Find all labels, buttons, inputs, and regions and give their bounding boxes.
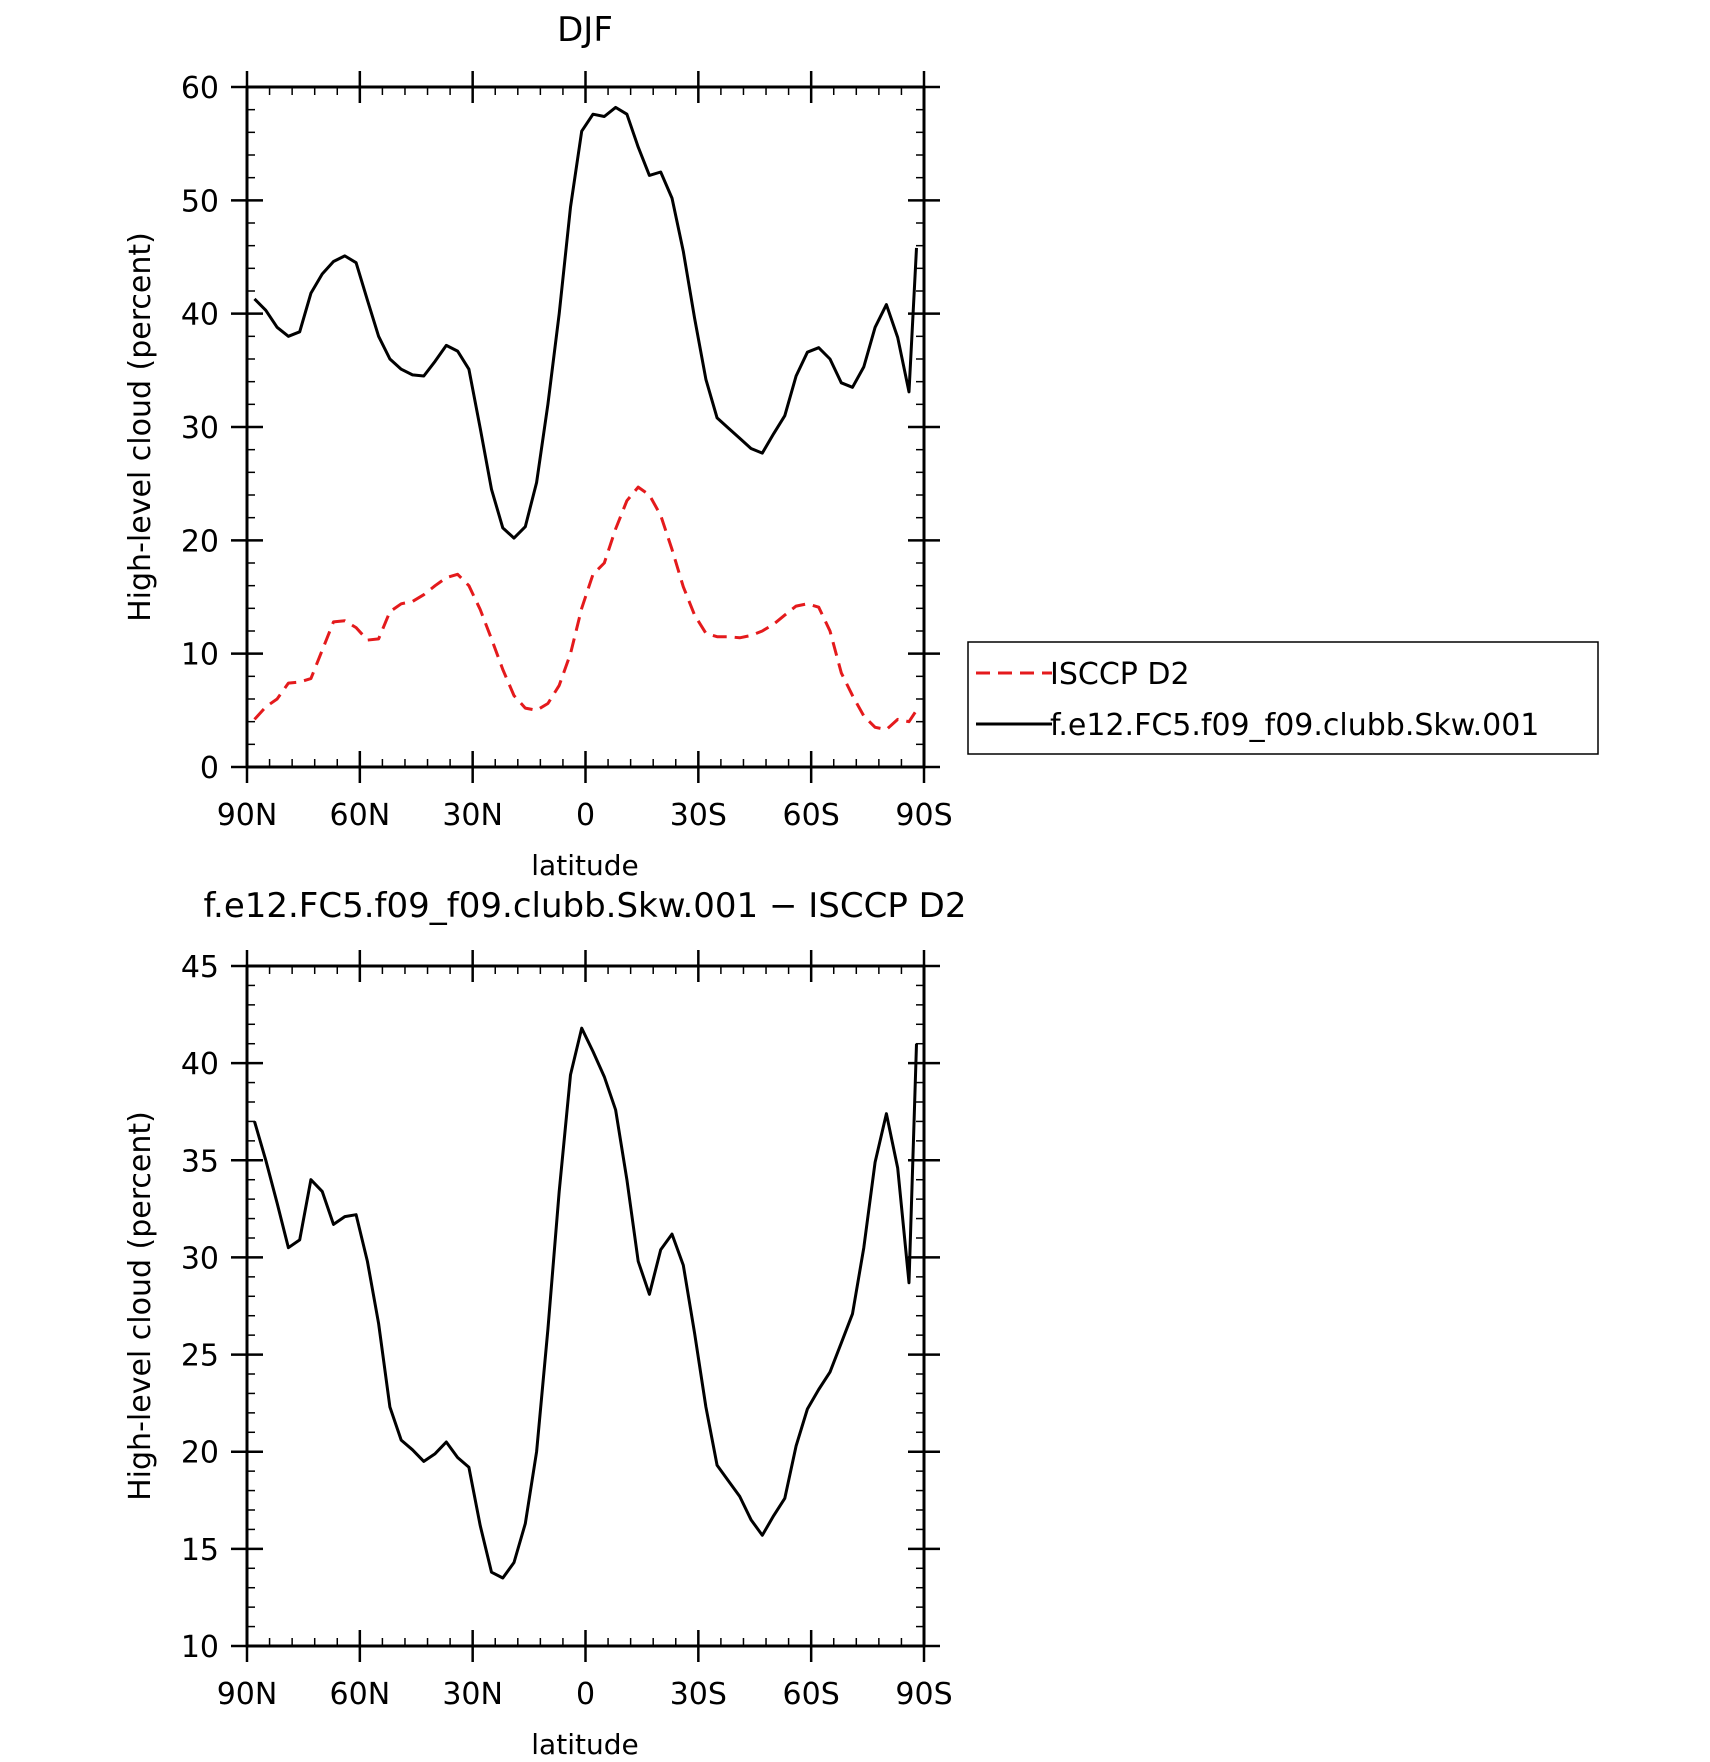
bottom-chart-title: f.e12.FC5.f09_f09.clubb.Skw.001 − ISCCP …: [204, 886, 967, 926]
top-series-line-f-e12-fc5-f09-f09-clubb-skw-001: [253, 105, 918, 540]
bottom-series-layer: [253, 1026, 918, 1580]
top-panel: DJF 0 10 20 30 40 50 60 90N 60N 30N 0 30S 60S 90S lat…: [123, 10, 953, 882]
legend-box: [967, 641, 1599, 755]
bottom-panel: f.e12.FC5.f09_f09.clubb.Skw.001 − ISCCP …: [123, 886, 966, 1761]
top-ytick-label: 10: [181, 638, 219, 673]
top-series-layer: [253, 105, 918, 732]
bottom-xtick-label: 60N: [330, 1677, 391, 1712]
top-ytick-label: 40: [181, 298, 219, 333]
bottom-xtick-label: 30N: [442, 1677, 503, 1712]
legend-label-model: f.e12.FC5.f09_f09.clubb.Skw.001: [1050, 708, 1539, 743]
bottom-ytick-label: 20: [181, 1436, 219, 1471]
top-ytick-label: 0: [200, 751, 219, 786]
top-xtick-label: 90N: [217, 798, 278, 833]
top-xtick-label: 90S: [895, 798, 952, 833]
top-chart-title: DJF: [557, 10, 613, 50]
bottom-ytick-label: 45: [181, 950, 219, 985]
bottom-plot-frame: [245, 964, 926, 1648]
bottom-xtick-label: 60S: [783, 1677, 840, 1712]
top-xtick-label: 0: [576, 798, 595, 833]
bottom-ytick-label: 10: [181, 1630, 219, 1665]
top-ytick-label: 50: [181, 184, 219, 219]
bottom-xtick-label: 30S: [670, 1677, 727, 1712]
top-ytick-label: 30: [181, 411, 219, 446]
top-xtick-label: 60S: [783, 798, 840, 833]
bottom-xtick-label: 90N: [217, 1677, 278, 1712]
top-xtick-label: 30S: [670, 798, 727, 833]
bottom-series-line-difference: [253, 1026, 918, 1580]
bottom-xtick-label: 0: [576, 1677, 595, 1712]
bottom-x-axis-label: latitude: [531, 1728, 638, 1761]
legend-label-isccp: ISCCP D2: [1050, 657, 1190, 692]
bottom-ytick-label: 40: [181, 1047, 219, 1082]
bottom-ytick-label: 15: [181, 1533, 219, 1568]
top-xtick-label: 30N: [442, 798, 503, 833]
bottom-ytick-label: 30: [181, 1241, 219, 1276]
top-y-axis-label: High-level cloud (percent): [123, 232, 158, 622]
top-ytick-label: 20: [181, 524, 219, 559]
bottom-xtick-label: 90S: [895, 1677, 952, 1712]
top-x-axis-label: latitude: [531, 849, 638, 882]
top-series-line-isccp-d2: [253, 485, 918, 732]
top-ticks: 0 10 20 30 40 50 60 90N 60N 30N 0 30S 60S 90S: [181, 71, 953, 833]
bottom-y-axis-label: High-level cloud (percent): [123, 1111, 158, 1501]
bottom-ytick-label: 35: [181, 1144, 219, 1179]
bottom-ticks: 10 15 20 25 30 35 40 45 90N 60N 30N 0 30S 60S 90S: [181, 950, 953, 1712]
top-plot-frame: [245, 85, 926, 769]
bottom-ytick-label: 25: [181, 1339, 219, 1374]
top-xtick-label: 60N: [330, 798, 391, 833]
legend: ISCCP D2 f.e12.FC5.f09_f09.clubb.Skw.001: [967, 641, 1599, 755]
top-ytick-label: 60: [181, 71, 219, 106]
